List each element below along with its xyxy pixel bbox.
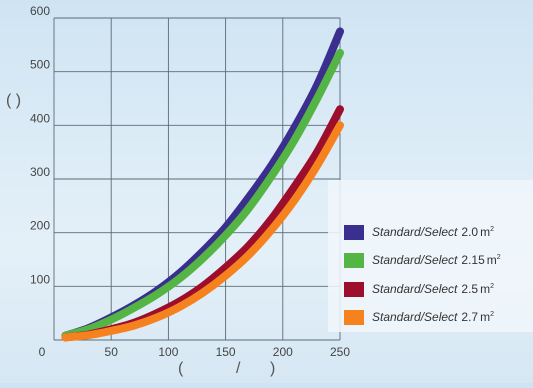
legend-item: Standard/Select 2.15 m2 [344,250,501,270]
y-tick-label: 500 [30,58,50,72]
x-tick-label: 150 [216,345,236,359]
series-line [61,105,344,342]
x-tick-label: 200 [273,345,293,359]
y-tick-label: 400 [30,111,50,125]
legend-swatch [344,281,364,297]
y-tick-label: 600 [30,4,50,18]
series-line [61,48,344,340]
x-axis-label-slash: / [236,360,241,377]
x-tick-label: 0 [39,345,46,359]
legend-area-value: 2.15 [461,253,485,267]
legend-unit: m2 [486,253,501,267]
legend-item: Standard/Select 2.7 m2 [344,307,494,327]
legend-area-value: 2.7 [461,310,479,324]
legend-swatch [344,252,364,268]
legend: Standard/Select 2.0 m2 Standard/Select 2.15 m… [328,180,533,332]
legend-item: Standard/Select 2.5 m2 [344,279,494,299]
legend-unit: m2 [480,225,494,239]
legend-series-name: Standard/Select [372,253,458,267]
legend-item: Standard/Select 2.0 m2 [344,222,494,242]
legend-unit: m2 [480,282,494,296]
legend-unit: m2 [480,310,494,324]
series-line [61,121,344,342]
y-tick-label: 100 [30,272,50,286]
legend-area-value: 2.0 [461,225,479,239]
legend-swatch [344,224,364,240]
series-lines [61,27,344,342]
y-tick-label: 300 [30,165,50,179]
x-tick-label: 50 [105,345,119,359]
legend-series-name: Standard/Select [372,310,458,324]
legend-series-name: Standard/Select [372,282,458,296]
legend-swatch [344,309,364,325]
x-tick-label: 250 [330,345,350,359]
legend-area-value: 2.5 [461,282,479,296]
x-tick-label: 100 [158,345,178,359]
x-axis-label-close: ) [270,360,276,377]
y-tick-label: 200 [30,219,50,233]
legend-series-name: Standard/Select [372,225,458,239]
y-axis-label: ( ) [6,92,22,109]
tick-labels: 0 50 100 150 200 250 100 200 300 400 500 600 [30,4,350,359]
x-axis-label-open: ( [178,360,184,377]
